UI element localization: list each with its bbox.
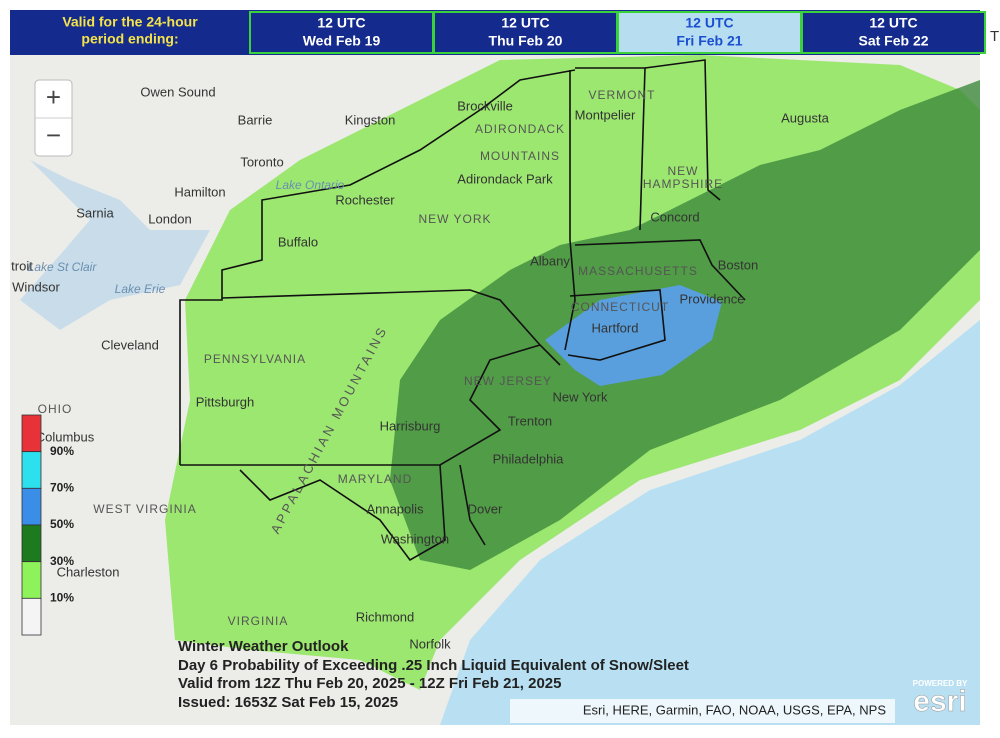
place-label: Windsor — [12, 279, 60, 294]
place-label: WEST VIRGINIA — [93, 502, 196, 516]
zoom-in[interactable]: + — [46, 82, 61, 112]
place-label: MASSACHUSETTS — [578, 264, 698, 278]
place-label: VIRGINIA — [228, 614, 289, 628]
place-label: Rochester — [335, 192, 395, 207]
legend-label: 70% — [50, 481, 74, 495]
tab[interactable] — [617, 11, 802, 54]
legend-swatch — [21, 451, 42, 489]
logo-esri: esri — [913, 685, 966, 718]
place-label: Washington — [381, 531, 449, 546]
legend-swatch — [21, 524, 42, 563]
place-label: Barrie — [238, 112, 273, 127]
prob-50 — [545, 285, 722, 386]
tab-date[interactable]: Sat Feb 22 — [858, 33, 928, 49]
tab-date[interactable]: Thu Feb 20 — [489, 33, 563, 49]
borders — [179, 59, 746, 562]
side-panel-text: T — [990, 28, 999, 45]
place-label: Concord — [650, 209, 699, 224]
place-label: Hamilton — [174, 184, 225, 199]
legend-label: 50% — [50, 517, 74, 531]
place-label: Annapolis — [366, 501, 424, 516]
place-label: Albany — [530, 253, 570, 268]
place-label: NEW — [668, 164, 699, 178]
place-label: New York — [553, 389, 608, 404]
place-label: Cleveland — [101, 337, 159, 352]
legend-label: 90% — [50, 444, 74, 458]
tab-date[interactable]: Fri Feb 21 — [676, 33, 742, 49]
place-label: Lake St Clair — [28, 260, 98, 274]
tab[interactable] — [801, 11, 986, 54]
place-label: Providence — [679, 291, 744, 306]
legend-swatch — [21, 597, 42, 636]
legend: 90% 70% 50% 30% 10% — [21, 414, 74, 636]
place-label: Adirondack Park — [457, 171, 553, 186]
ocean — [440, 320, 980, 725]
place-label: VERMONT — [589, 88, 656, 102]
tab-time[interactable]: 12 UTC — [685, 15, 733, 31]
place-label: HAMPSHIRE — [643, 177, 723, 191]
place-label: Lake Ontario — [276, 178, 345, 192]
place-label: OHIO — [38, 402, 73, 416]
legend-swatch — [21, 487, 42, 526]
legend-label: 10% — [50, 591, 74, 605]
place-label: Montpelier — [575, 107, 636, 122]
legend-swatch — [21, 561, 42, 599]
legend-label: 30% — [50, 554, 74, 568]
place-label: Pittsburgh — [196, 394, 255, 409]
tab-time[interactable]: 12 UTC — [869, 15, 917, 31]
place-label: Columbus — [36, 429, 95, 444]
place-label: Dover — [468, 501, 503, 516]
place-label: Toronto — [240, 154, 283, 169]
legend-swatch — [21, 414, 42, 453]
tab[interactable] — [433, 11, 618, 54]
place-label: Richmond — [356, 609, 415, 624]
place-label: Buffalo — [278, 234, 318, 249]
tabs: 12 UTC Wed Feb 19 12 UTC Thu Feb 20 12 UTC Fr… — [249, 11, 986, 54]
place-label: ADIRONDACK — [475, 122, 565, 136]
zoom-out[interactable]: − — [46, 120, 61, 150]
attribution[interactable]: Esri, HERE, Garmin, FAO, NOAA, USGS, EPA… — [583, 702, 886, 717]
caption-line: Winter Weather Outlook — [178, 638, 349, 655]
place-label: Brockville — [457, 98, 513, 113]
place-label: Lake Erie — [115, 282, 166, 296]
place-label: NEW JERSEY — [464, 374, 552, 388]
logo-powered: POWERED BY — [913, 679, 968, 688]
lakes — [20, 160, 210, 330]
place-label: Boston — [718, 257, 758, 272]
tab-time[interactable]: 12 UTC — [501, 15, 549, 31]
place-label: Trenton — [508, 413, 552, 428]
place-label: PENNSYLVANIA — [204, 352, 306, 366]
place-label: Augusta — [781, 110, 829, 125]
place-label: MARYLAND — [338, 472, 412, 486]
header-label: period ending: — [81, 31, 178, 47]
place-label: troit — [11, 258, 33, 273]
caption-line: Day 6 Probability of Exceeding .25 Inch … — [178, 657, 689, 674]
place-label: London — [148, 211, 191, 226]
place-label: Sarnia — [76, 205, 114, 220]
header-label: Valid for the 24-hour — [62, 14, 198, 30]
tab-date[interactable]: Wed Feb 19 — [303, 33, 381, 49]
place-label: Philadelphia — [493, 451, 565, 466]
place-label: CONNECTICUT — [571, 300, 669, 314]
place-label: Harrisburg — [380, 418, 441, 433]
place-label: Hartford — [592, 320, 639, 335]
place-label: Charleston — [57, 564, 120, 579]
place-label: MOUNTAINS — [480, 149, 560, 163]
caption: Winter Weather Outlook Day 6 Probability… — [178, 638, 689, 711]
place-label: Norfolk — [409, 636, 451, 651]
caption-line: Issued: 1653Z Sat Feb 15, 2025 — [178, 694, 398, 711]
caption-line: Valid from 12Z Thu Feb 20, 2025 - 12Z Fr… — [178, 675, 561, 692]
tab-time[interactable]: 12 UTC — [317, 15, 365, 31]
attribution-box — [510, 699, 895, 723]
place-label: Owen Sound — [140, 84, 215, 99]
place-label: NEW YORK — [418, 212, 491, 226]
place-label: Kingston — [345, 112, 396, 127]
